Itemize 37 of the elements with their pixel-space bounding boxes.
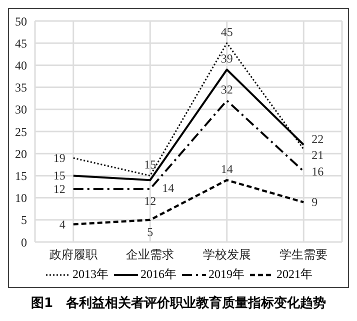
y-tick-label: 30 bbox=[15, 102, 27, 117]
x-tick-label: 学生需要 bbox=[280, 248, 328, 262]
y-tick-label: 0 bbox=[21, 235, 27, 250]
legend-label: 2013年 bbox=[72, 266, 108, 283]
data-label: 14 bbox=[162, 181, 174, 196]
data-label: 45 bbox=[220, 25, 233, 40]
data-label: 19 bbox=[53, 151, 66, 166]
x-tick-label: 企业需求 bbox=[126, 248, 174, 262]
legend-label: 2019年 bbox=[208, 266, 244, 283]
data-label: 21 bbox=[312, 148, 324, 162]
legend-label: 2021年 bbox=[276, 266, 312, 283]
y-tick-label: 20 bbox=[15, 146, 27, 161]
y-tick-label: 40 bbox=[15, 58, 27, 72]
data-label: 22 bbox=[312, 132, 324, 146]
data-label: 16 bbox=[312, 164, 324, 178]
text: 图1 各利益相关者评价职业教育质量指标变化趋势 bbox=[30, 294, 328, 312]
line-series bbox=[72, 179, 305, 226]
data-label: 9 bbox=[312, 195, 318, 210]
data-label: 15 bbox=[144, 158, 156, 172]
y-tick-label: 10 bbox=[15, 191, 27, 206]
data-label: 12 bbox=[53, 182, 66, 196]
data-label: 39 bbox=[220, 52, 233, 66]
legend-label: 2016年 bbox=[140, 266, 176, 283]
y-tick-label: 35 bbox=[15, 80, 27, 95]
y-tick-label: 15 bbox=[15, 168, 27, 183]
data-label: 32 bbox=[220, 82, 233, 97]
x-tick-label: 政府履职 bbox=[49, 248, 98, 262]
y-tick-label: 50 bbox=[15, 14, 27, 28]
data-label: 15 bbox=[53, 168, 66, 183]
y-tick-label: 25 bbox=[15, 124, 27, 139]
x-tick-label: 学校发展 bbox=[202, 248, 251, 262]
y-tick-label: 45 bbox=[15, 36, 27, 50]
y-tick-label: 5 bbox=[21, 213, 27, 228]
data-label: 14 bbox=[220, 162, 233, 176]
data-label: 12 bbox=[144, 194, 156, 208]
data-label: 4 bbox=[59, 217, 66, 232]
data-label: 5 bbox=[147, 224, 154, 239]
